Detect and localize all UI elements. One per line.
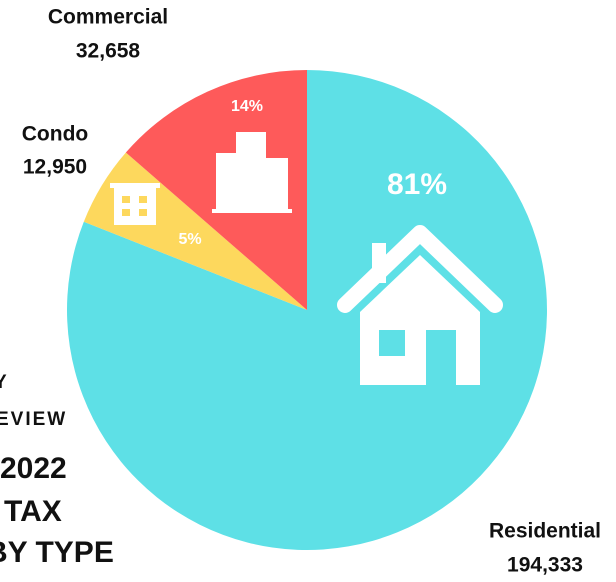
percent-label: 5% xyxy=(178,231,201,248)
pie-slice xyxy=(67,70,547,551)
title-line: 2022 xyxy=(0,452,67,485)
title-line: BY TYPE xyxy=(0,536,114,569)
value-label: 32,658 xyxy=(76,40,141,63)
value-label: 194,333 xyxy=(507,554,583,577)
title-line: TAX xyxy=(4,495,62,528)
title-line: Y xyxy=(0,372,9,393)
percent-label: 81% xyxy=(387,168,447,201)
category-label: Commercial xyxy=(48,6,168,29)
category-label: Condo xyxy=(22,123,88,146)
title-line: EVIEW xyxy=(0,409,67,430)
value-label: 12,950 xyxy=(23,156,87,179)
percent-label: 14% xyxy=(231,98,263,115)
condo-icon xyxy=(110,183,160,225)
icons xyxy=(110,132,503,385)
building-icon xyxy=(212,132,292,213)
category-label: Residential xyxy=(489,520,601,543)
house-icon xyxy=(337,225,503,385)
